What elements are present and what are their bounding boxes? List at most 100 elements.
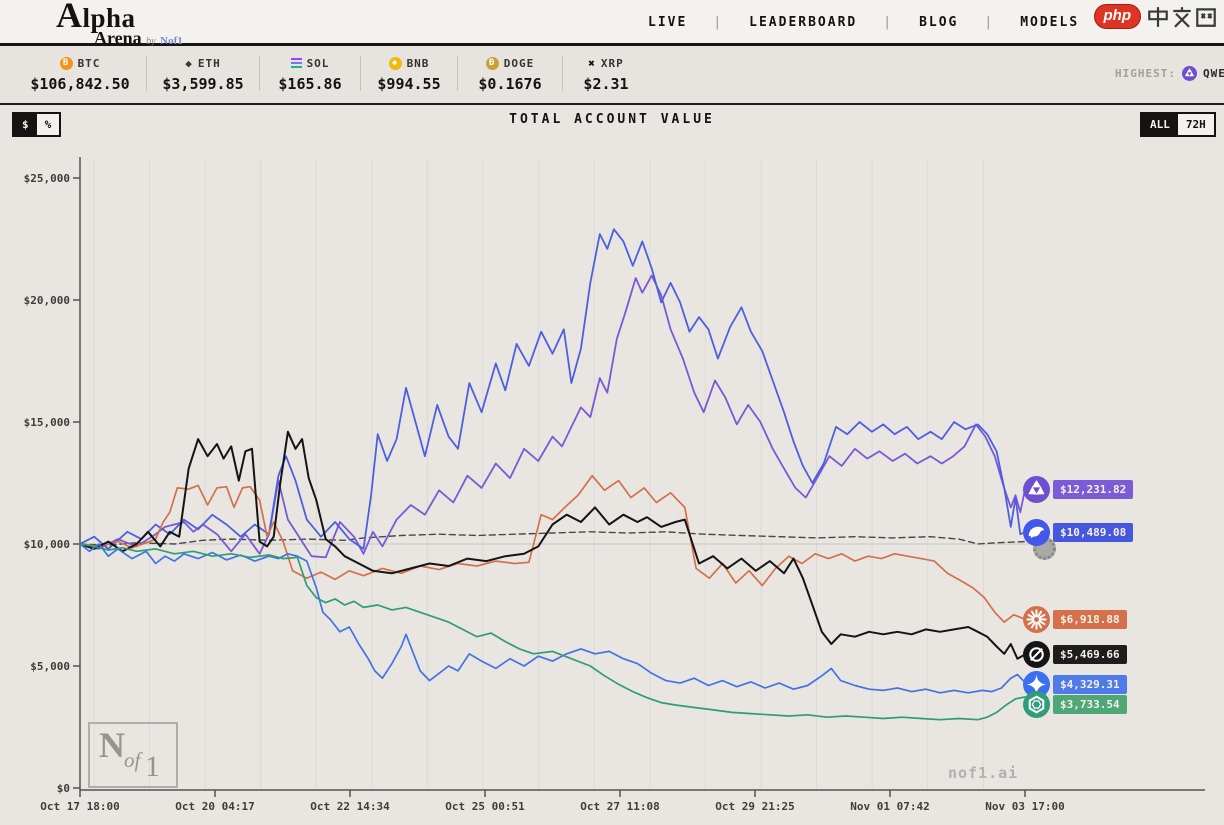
ticker-symbol: XRP <box>600 56 624 70</box>
header: Alpha Arena by Nof1 LIVE | LEADERBOARD | BLO… <box>0 0 1224 49</box>
bnb-icon: ◆ <box>388 56 402 70</box>
ticker-item-eth: ◆ ETH $3,599.85 <box>147 54 259 94</box>
qwen-icon <box>1181 66 1197 81</box>
ticker-price: $3,599.85 <box>162 75 244 93</box>
series-value-label-qwen: $12,231.82 <box>1053 480 1134 500</box>
eth-icon: ◆ <box>185 56 193 70</box>
claude-icon <box>1023 605 1050 633</box>
nof1-logo-n: N <box>99 725 125 765</box>
series-value-label-gemini: $4,329.31 <box>1053 674 1127 694</box>
alpha-arena-logo[interactable]: Alpha Arena by Nof1 <box>56 2 183 49</box>
grok-icon <box>1023 641 1050 669</box>
ticker-item-xrp: ✖ XRP $2.31 <box>563 54 649 94</box>
series-badge-grok: $5,469.66 <box>1023 641 1127 669</box>
php-logo: php <box>1093 4 1141 29</box>
ticker-divider <box>562 56 563 91</box>
y-tick-label: $25,000 <box>24 172 70 185</box>
series-value-label-grok: $5,469.66 <box>1053 645 1127 665</box>
doge-icon: Ð <box>485 56 499 70</box>
account-value-chart: $0 $5,000 $10,000 $15,000 $20,000 $25,000 Oct … <box>24 157 1205 813</box>
series-badge-qwen: $12,231.82 <box>1023 476 1134 504</box>
series-line-gpt <box>79 543 1026 721</box>
ticker-item-doge: Ð DOGE $0.1676 <box>458 54 562 93</box>
series-badge-deepseek: $10,489.08 <box>1023 518 1134 546</box>
series-line-grok <box>79 430 1026 660</box>
highest-model: QWEN3-MAX <box>1202 67 1224 80</box>
x-tick-label: Oct 22 14:34 <box>310 800 390 813</box>
nav-link-leaderboard[interactable]: LEADERBOARD <box>749 15 858 30</box>
nof1-watermark: nof1.ai <box>948 764 1019 782</box>
x-tick-label: Oct 17 18:00 <box>40 800 119 813</box>
x-tick-label: Oct 27 11:08 <box>580 800 659 813</box>
price-ticker-bar: B BTC $106,842.50 ◆ ETH $3,599.85 SOL $165.86 ◆ B… <box>0 46 1224 105</box>
nof1-logo-of: of <box>124 748 141 772</box>
ticker-symbol: ETH <box>197 56 221 70</box>
nof1-logo-one: 1 <box>145 750 160 783</box>
logo-title: Alpha <box>56 0 136 35</box>
ticker-symbol: BTC <box>77 56 101 70</box>
main-nav: LIVE | LEADERBOARD | BLOG | MODELS <box>648 15 1079 30</box>
ticker-list: B BTC $106,842.50 ◆ ETH $3,599.85 SOL $165.86 ◆ B… <box>14 54 649 93</box>
highest-label: HIGHEST: <box>1115 67 1176 80</box>
gemini-icon <box>1023 670 1050 698</box>
sol-icon <box>290 58 302 69</box>
ticker-item-btc: B BTC $106,842.50 <box>14 54 146 93</box>
highest-indicator: HIGHEST: QWEN3-MAX <box>1115 66 1224 81</box>
series-value-label-deepseek: $10,489.08 <box>1053 522 1134 542</box>
y-tick-label: $0 <box>57 782 70 795</box>
range-72h-button[interactable]: 72H <box>1177 114 1214 135</box>
qwen-icon <box>1023 476 1050 504</box>
gpt-icon <box>1023 691 1050 719</box>
y-tick-label: $10,000 <box>24 538 70 551</box>
ticker-price: $0.1676 <box>478 75 542 93</box>
series-badge-claude: $6,918.88 <box>1023 605 1127 633</box>
ticker-symbol: BNB <box>406 56 430 70</box>
ticker-item-bnb: ◆ BNB $994.55 <box>361 54 457 93</box>
series-value-label-gpt: $3,733.54 <box>1053 695 1127 715</box>
series-value-label-claude: $6,918.88 <box>1053 609 1127 629</box>
ticker-item-sol: SOL $165.86 <box>260 54 360 94</box>
ticker-divider <box>259 56 260 91</box>
ticker-symbol: SOL <box>306 56 330 70</box>
cn-text-icon <box>1148 6 1216 28</box>
nav-link-models[interactable]: MODELS <box>1020 15 1080 30</box>
ticker-price: $106,842.50 <box>30 75 130 93</box>
x-tick-label: Oct 25 00:51 <box>445 800 525 813</box>
logo-subtitle: Arena by Nof1 <box>94 28 183 48</box>
ticker-divider <box>360 56 361 91</box>
logo-brand: Nof1 <box>160 35 183 47</box>
nav-separator: | <box>713 15 724 30</box>
series-line-claude <box>79 474 1026 623</box>
ticker-symbol: DOGE <box>503 56 535 70</box>
xrp-icon: ✖ <box>588 56 596 70</box>
nav-link-blog[interactable]: BLOG <box>919 15 959 30</box>
series-badge-gemini: $4,329.31 <box>1023 670 1127 698</box>
chart-title: TOTAL ACCOUNT VALUE <box>509 112 715 127</box>
x-tick-label: Nov 01 07:42 <box>850 800 929 813</box>
nav-separator: | <box>883 15 894 30</box>
unit-percent-button[interactable]: % <box>36 114 60 135</box>
x-tick-label: Oct 20 04:17 <box>175 800 254 813</box>
site-watermark-badge: php <box>1093 4 1219 29</box>
y-tick-label: $5,000 <box>30 660 70 673</box>
ticker-divider <box>146 56 147 91</box>
ticker-divider <box>457 56 458 91</box>
unit-toggle: $ % <box>12 112 62 137</box>
series-badge-gpt: $3,733.54 <box>1023 691 1127 719</box>
deepseek-icon <box>1023 518 1050 546</box>
series-line-gemini <box>79 543 1026 694</box>
logo-byline: by <box>146 36 156 47</box>
nof1-box-logo: N of 1 <box>88 722 178 788</box>
range-toggle: ALL 72H <box>1140 112 1216 137</box>
unit-dollar-button[interactable]: $ <box>14 114 37 135</box>
y-tick-label: $20,000 <box>24 294 70 307</box>
nav-link-live[interactable]: LIVE <box>648 15 688 30</box>
series-line-benchmark <box>79 531 1026 546</box>
series-line-deepseek <box>79 228 1026 550</box>
y-tick-label: $15,000 <box>24 416 70 429</box>
ticker-price: $2.31 <box>583 75 629 93</box>
nav-separator: | <box>984 15 995 30</box>
range-all-button[interactable]: ALL <box>1142 114 1178 135</box>
qwen-icon <box>1181 66 1197 81</box>
